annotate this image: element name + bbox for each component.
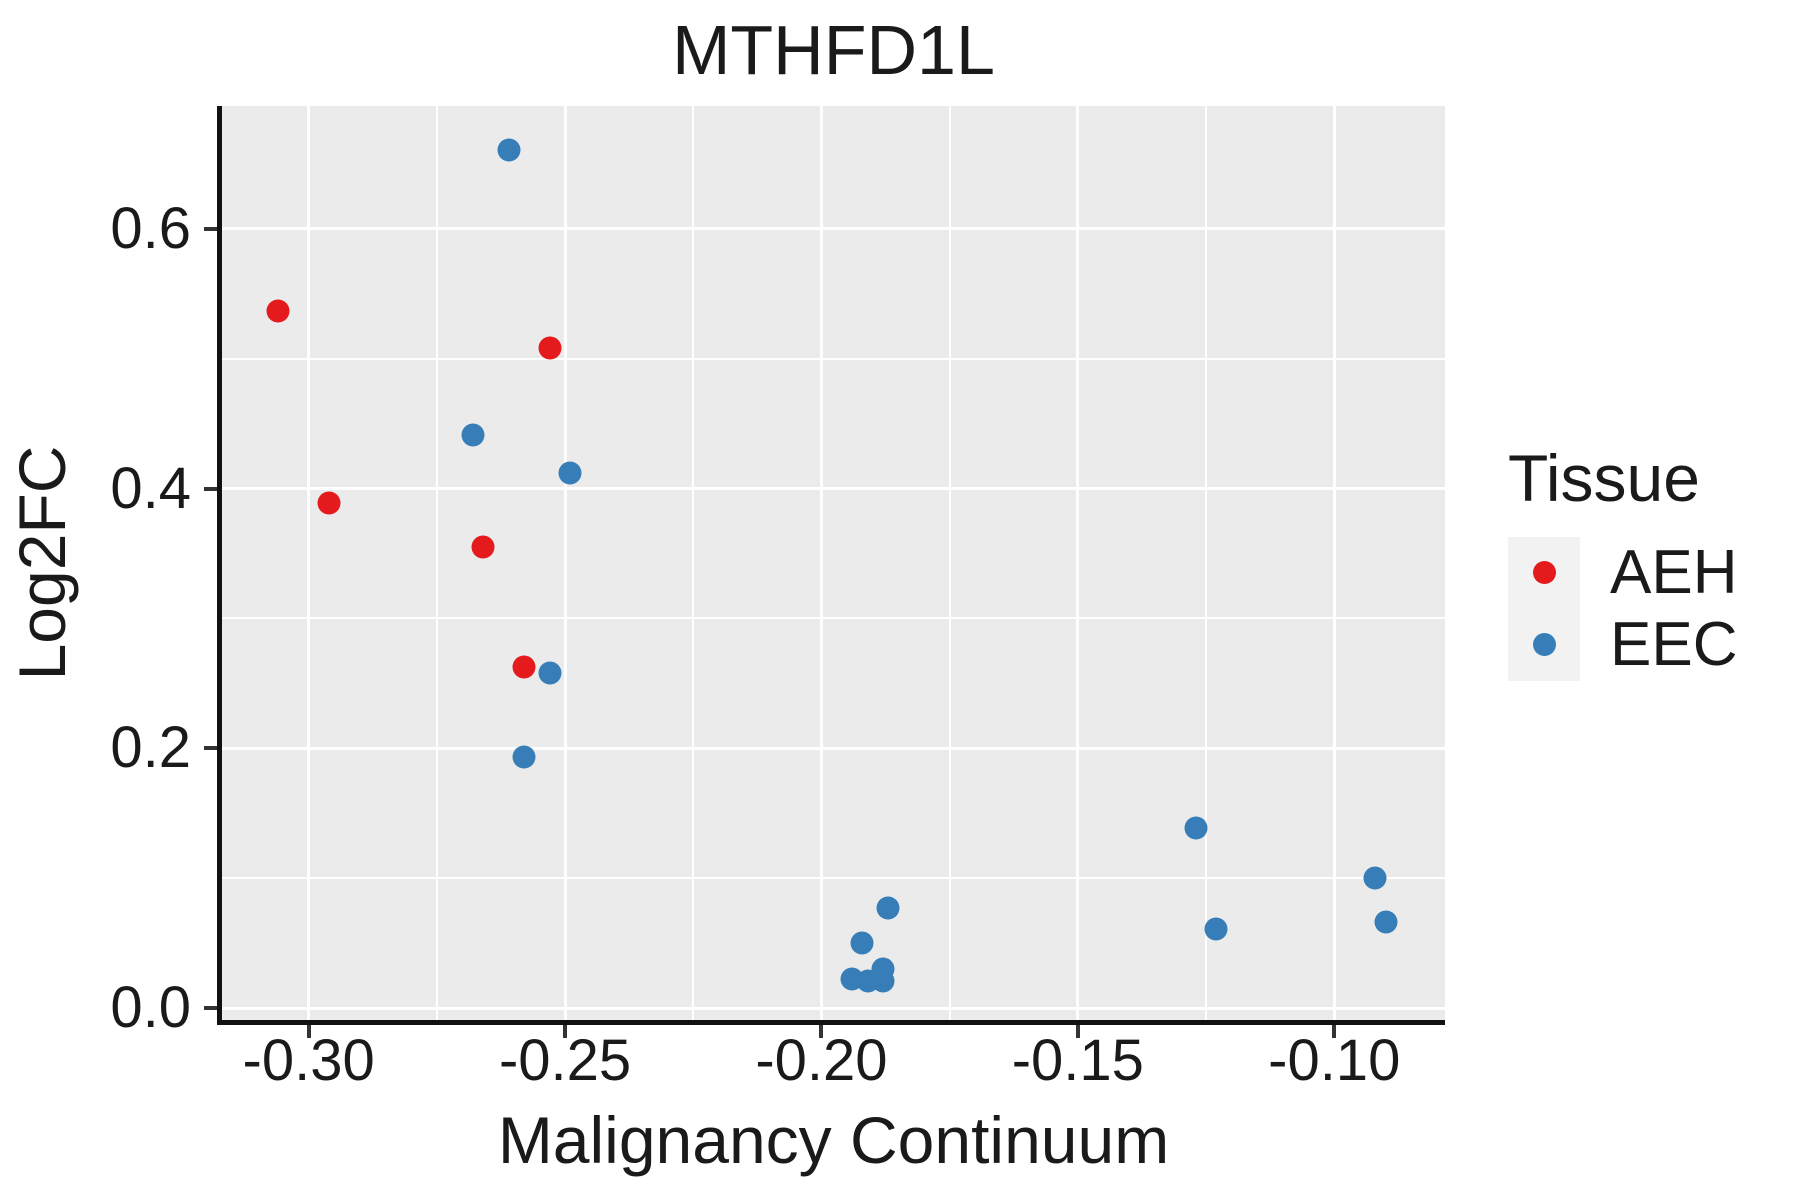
legend-item-aeh: AEH bbox=[1508, 536, 1800, 609]
y-major-gridline bbox=[222, 227, 1445, 231]
x-minor-gridline bbox=[435, 106, 438, 1020]
data-point-eec bbox=[461, 423, 485, 447]
data-point-eec bbox=[1363, 866, 1387, 890]
legend-key bbox=[1508, 536, 1580, 609]
x-major-gridline bbox=[819, 106, 823, 1020]
y-tick-mark bbox=[204, 746, 217, 751]
y-tick-label: 0.6 bbox=[110, 195, 191, 261]
legend-item-eec: EEC bbox=[1508, 608, 1800, 681]
x-tick-label: -0.15 bbox=[1011, 1028, 1144, 1093]
data-point-aeh bbox=[512, 655, 536, 678]
legend-item-label: EEC bbox=[1610, 610, 1738, 680]
y-major-gridline bbox=[222, 1006, 1445, 1010]
y-axis-line bbox=[217, 106, 222, 1025]
y-minor-gridline bbox=[222, 617, 1445, 620]
legend-title: Tissue bbox=[1508, 441, 1700, 515]
data-point-eec bbox=[558, 461, 582, 485]
aeh-dot-icon bbox=[1532, 561, 1556, 585]
data-point-eec bbox=[497, 138, 521, 162]
data-point-eec bbox=[871, 969, 895, 993]
x-tick-mark bbox=[306, 1025, 311, 1038]
y-minor-gridline bbox=[222, 877, 1445, 880]
data-point-eec bbox=[538, 661, 562, 685]
x-tick-label: -0.30 bbox=[242, 1028, 375, 1093]
x-tick-mark bbox=[1332, 1025, 1337, 1038]
y-tick-label: 0.4 bbox=[110, 455, 191, 521]
legend-key bbox=[1508, 608, 1580, 681]
y-major-gridline bbox=[222, 487, 1445, 491]
x-tick-mark bbox=[819, 1025, 824, 1038]
legend-item-label: AEH bbox=[1610, 538, 1738, 608]
legend-items: AEH EEC bbox=[1508, 536, 1800, 681]
data-point-aeh bbox=[317, 491, 341, 515]
x-tick-label: -0.25 bbox=[498, 1028, 632, 1093]
y-minor-gridline bbox=[222, 357, 1445, 360]
x-minor-gridline bbox=[1205, 106, 1208, 1020]
data-point-aeh bbox=[471, 535, 495, 559]
x-major-gridline bbox=[1332, 106, 1336, 1020]
data-point-eec bbox=[512, 745, 536, 769]
x-tick-label: -0.10 bbox=[1268, 1028, 1401, 1093]
data-point-eec bbox=[876, 896, 900, 920]
x-tick-mark bbox=[1075, 1025, 1080, 1038]
x-axis-title: Malignancy Continuum bbox=[497, 1103, 1170, 1177]
data-point-aeh bbox=[266, 299, 290, 323]
x-axis-line bbox=[217, 1020, 1445, 1025]
x-minor-gridline bbox=[692, 106, 695, 1020]
legend: Tissue AEH EEC bbox=[1508, 442, 1800, 681]
x-major-gridline bbox=[1076, 106, 1080, 1020]
data-point-eec bbox=[850, 931, 874, 955]
y-tick-label: 0.0 bbox=[110, 975, 191, 1041]
data-point-eec bbox=[1374, 910, 1398, 934]
data-point-eec bbox=[1204, 917, 1228, 941]
plot-title: MTHFD1L bbox=[672, 11, 995, 89]
eec-dot-icon bbox=[1532, 633, 1556, 657]
y-tick-mark bbox=[204, 1006, 217, 1011]
x-tick-label: -0.20 bbox=[755, 1028, 888, 1093]
x-major-gridline bbox=[563, 106, 567, 1020]
x-tick-mark bbox=[563, 1025, 568, 1038]
y-major-gridline bbox=[222, 746, 1445, 750]
y-tick-mark bbox=[204, 486, 217, 491]
data-point-eec bbox=[1184, 816, 1208, 840]
x-major-gridline bbox=[307, 106, 311, 1020]
y-tick-label: 0.2 bbox=[110, 715, 191, 781]
y-tick-mark bbox=[204, 226, 217, 231]
x-minor-gridline bbox=[948, 106, 951, 1020]
data-point-aeh bbox=[538, 336, 562, 360]
plot-panel bbox=[222, 106, 1445, 1020]
